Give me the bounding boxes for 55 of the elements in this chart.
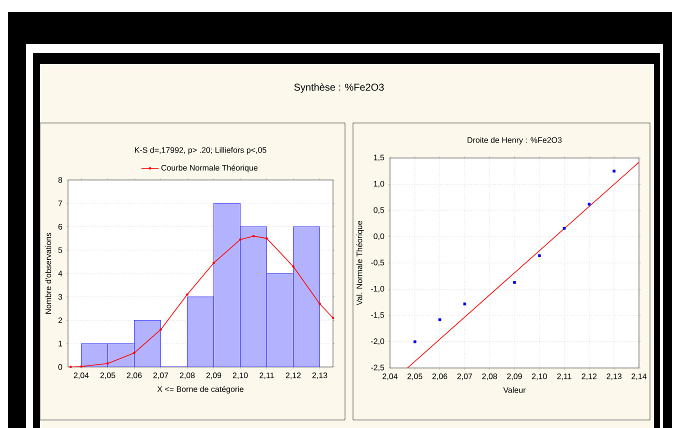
point [562,226,566,230]
x-tick-label: 2,10 [532,374,547,380]
x-tick-label: 2,04 [74,372,89,380]
y-tick-label: 1,0 [374,180,384,188]
x-tick-label: 2,12 [582,374,597,380]
y-axis-title: Val. Normale Théorique [356,221,364,306]
x-tick-label: 2,08 [180,372,195,380]
x-tick-label: 2,10 [232,372,248,380]
x-tick-label: 2,09 [206,372,222,380]
x-tick-label: 2,11 [557,374,572,380]
chart-title: Synthèse : %Fe2O3 [294,83,384,93]
point [414,340,416,344]
point [513,281,516,284]
x-tick-label: 2,08 [482,374,498,380]
x-tick-label: 2,06 [432,374,448,380]
x-tick-label: 2,05 [100,372,116,380]
y-tick-label: 0,0 [374,233,384,240]
x-axis-title: Valeur [503,386,526,393]
point [463,302,466,306]
y-tick-label: -0,5 [371,260,384,266]
y-tick-label: 1,5 [374,154,384,162]
y-tick-label: -2,5 [371,364,384,372]
point [588,202,591,206]
y-tick-label: 8 [58,177,62,183]
chart-subtitle: K-S d=,17992, p> .20; Lilliefors p<,05 [135,146,266,154]
y-axis-title: Nombre d'observations [45,232,52,314]
point [438,318,442,322]
x-tick-label: 2,06 [126,372,142,380]
y-tick-label: 6 [58,224,62,230]
x-tick-label: 2,11 [260,372,274,380]
x-tick-label: 2,14 [632,374,647,380]
y-tick-label: -1,0 [371,286,384,293]
x-tick-label: 2,04 [382,374,398,380]
legend-label: Courbe Normale Théorique [161,164,258,172]
y-tick-label: 0,5 [374,207,384,214]
point [538,254,541,258]
y-tick-label: -1,5 [371,312,384,319]
x-tick-label: 2,07 [457,374,472,380]
y-tick-label: 1 [58,340,62,346]
x-tick-label: 2,13 [606,374,622,380]
point [612,170,616,173]
x-tick-label: 2,13 [312,372,328,380]
y-tick-label: 5 [58,247,62,253]
y-tick-label: 0 [58,364,62,370]
x-tick-label: 2,05 [408,374,422,380]
y-tick-label: 7 [58,200,62,206]
chart-title: Droite de Henry : %Fe2O3 [468,137,562,144]
y-tick-label: -2,0 [371,338,384,346]
y-tick-label: 2 [58,317,62,324]
x-tick-label: 2,09 [507,374,522,380]
y-tick-label: 4 [58,270,62,276]
x-tick-label: 2,07 [153,372,168,380]
x-tick-label: 2,12 [286,372,301,380]
y-tick-label: 3 [58,294,62,300]
x-axis-title: X <= Borne de catégorie [157,386,244,394]
